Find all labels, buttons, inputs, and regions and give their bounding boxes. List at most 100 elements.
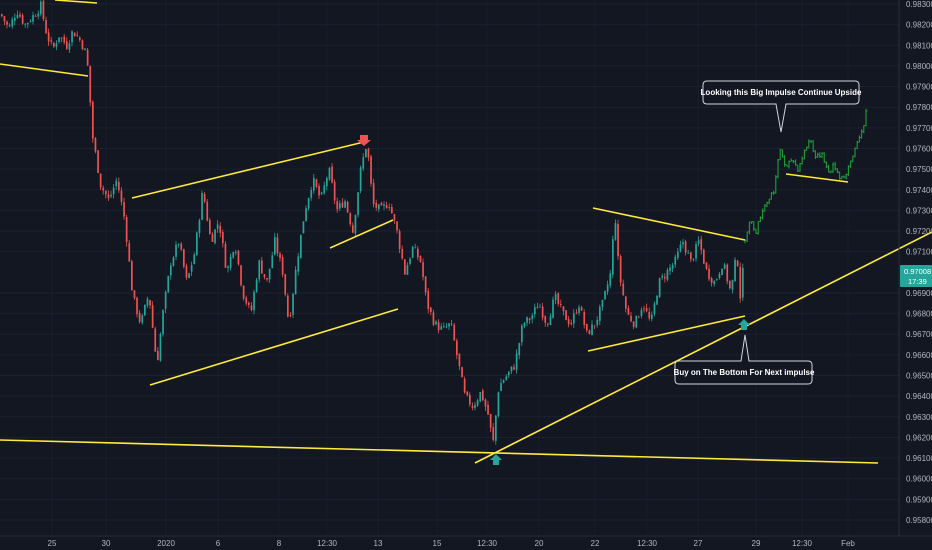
candle-body xyxy=(16,14,19,19)
candle-body xyxy=(427,290,430,309)
candle-body xyxy=(175,244,177,258)
trendline-channel-lower[interactable] xyxy=(149,308,399,386)
candle-body xyxy=(320,192,323,195)
candle-body xyxy=(302,221,305,234)
candle-body xyxy=(206,201,209,221)
candle-body xyxy=(310,190,313,198)
time-tick-label: 12:30 xyxy=(792,539,813,548)
time-tick-label: 25 xyxy=(48,539,57,548)
candle-body xyxy=(170,265,172,276)
candle-body xyxy=(227,266,229,269)
trendline-flag[interactable] xyxy=(329,219,394,249)
candle-body xyxy=(86,49,89,66)
trendline-top-left[interactable] xyxy=(0,63,89,77)
candle-body xyxy=(474,404,476,408)
candle-body xyxy=(89,65,92,103)
candle-body xyxy=(508,371,510,376)
candle-body xyxy=(560,303,562,305)
candle-body xyxy=(661,275,664,278)
candle-body xyxy=(128,243,131,262)
candle-body xyxy=(349,213,352,225)
candle-body xyxy=(354,214,357,234)
time-tick-label: 12:30 xyxy=(477,539,498,548)
trendline-triangle-lower[interactable] xyxy=(587,315,746,352)
callout-upside[interactable]: Looking this Big Impulse Continue Upside xyxy=(701,80,862,133)
candle-body xyxy=(385,205,388,209)
candle-body xyxy=(489,413,492,428)
candle-body xyxy=(718,273,721,279)
grid-lines xyxy=(0,3,899,521)
candle-body xyxy=(146,298,149,306)
candle-body xyxy=(674,256,677,265)
time-tick-label: 8 xyxy=(277,539,282,548)
callout-upside-text: Looking this Big Impulse Continue Upside xyxy=(701,88,862,97)
candle-body xyxy=(625,296,627,309)
callout-buy[interactable]: Buy on The Bottom For Next impulse xyxy=(674,334,815,385)
candle-body xyxy=(466,391,469,396)
candle-body xyxy=(534,307,536,315)
candle-body xyxy=(196,232,198,255)
time-tick-label: 12:30 xyxy=(317,539,338,548)
time-tick-label: 22 xyxy=(591,539,600,548)
candle-body xyxy=(268,268,271,280)
candle-body xyxy=(406,265,409,275)
candle-body xyxy=(378,204,380,210)
candle-body xyxy=(682,242,684,245)
trendline-projection-base[interactable] xyxy=(785,173,849,183)
candle-body xyxy=(651,314,653,319)
candle-body xyxy=(562,306,565,312)
candle-body xyxy=(346,201,349,213)
candle-body xyxy=(58,37,60,42)
candle-body xyxy=(549,316,552,326)
candle-body xyxy=(73,32,76,37)
candle-body xyxy=(216,224,219,229)
candle-body xyxy=(443,326,445,327)
trendline-top-left-short[interactable] xyxy=(54,0,98,4)
candle-body xyxy=(432,312,435,325)
trendline-rising-support[interactable] xyxy=(474,231,932,464)
trendlines[interactable] xyxy=(0,0,932,464)
candle-body xyxy=(224,243,227,268)
candle-body xyxy=(229,256,232,268)
candle-body xyxy=(653,303,656,314)
candle-body xyxy=(6,21,8,25)
trendline-horizontal-support[interactable] xyxy=(0,439,879,464)
candle-body xyxy=(547,323,549,325)
candle-body xyxy=(505,376,508,380)
candle-body xyxy=(250,305,253,311)
candle-body xyxy=(643,308,645,310)
candle-body xyxy=(417,248,419,258)
candle-body xyxy=(593,325,596,327)
time-axis[interactable]: 25 30 2020 6 8 12:30 13 15 12:30 20 22 12:30 27 29 12:… xyxy=(0,535,932,550)
trendline-channel-upper[interactable] xyxy=(131,141,365,199)
candle-body xyxy=(690,252,692,260)
candle-body xyxy=(552,299,554,318)
candle-body xyxy=(365,149,367,158)
candle-body xyxy=(29,21,32,23)
candle-body xyxy=(742,267,744,298)
candle-body xyxy=(248,302,250,305)
candle-body xyxy=(193,254,196,265)
candle-body xyxy=(565,310,567,321)
candle-body xyxy=(151,305,154,328)
candle-body xyxy=(479,392,482,402)
candle-body xyxy=(409,258,411,264)
candle-body xyxy=(37,13,40,17)
candle-body xyxy=(63,36,66,43)
candle-body xyxy=(583,312,586,325)
trendline-triangle-upper[interactable] xyxy=(592,207,746,241)
candle-body xyxy=(635,315,638,328)
candle-body xyxy=(630,315,632,322)
candle-body xyxy=(21,15,24,24)
candle-body xyxy=(188,273,190,278)
candle-body xyxy=(526,317,528,323)
